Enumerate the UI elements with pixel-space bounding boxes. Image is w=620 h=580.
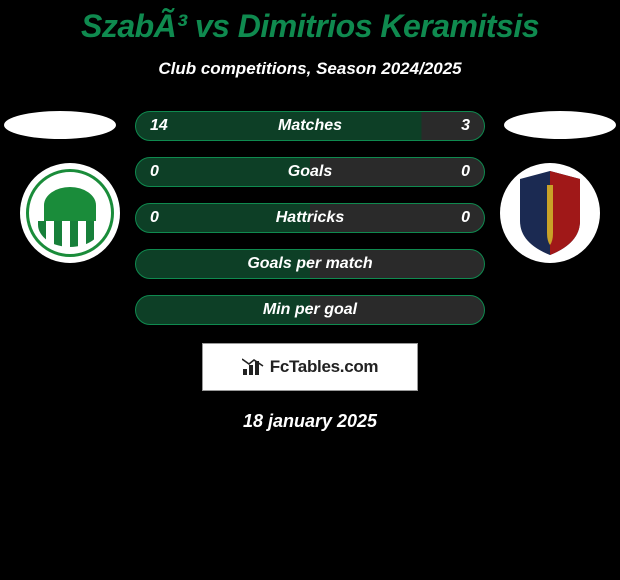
stat-label: Goals <box>136 163 484 181</box>
stat-bars: 14Matches30Goals00Hattricks0Goals per ma… <box>135 111 485 341</box>
stat-value-right: 0 <box>461 209 470 227</box>
stat-bar: Goals per match <box>135 249 485 279</box>
pedestal-left <box>4 111 116 139</box>
stat-label: Matches <box>136 117 484 135</box>
brand-watermark: FcTables.com <box>202 343 418 391</box>
brand-text: FcTables.com <box>270 357 379 377</box>
stat-label: Goals per match <box>136 255 484 273</box>
stat-value-right: 0 <box>461 163 470 181</box>
bar-chart-icon <box>242 357 264 377</box>
snapshot-date: 18 january 2025 <box>0 411 620 432</box>
stat-value-left: 14 <box>150 117 168 135</box>
stat-bar: 0Goals0 <box>135 157 485 187</box>
page-title: SzabÃ³ vs Dimitrios Keramitsis <box>0 0 620 45</box>
stat-bar: 14Matches3 <box>135 111 485 141</box>
pedestal-right <box>504 111 616 139</box>
club-badge-left <box>20 163 120 263</box>
subtitle: Club competitions, Season 2024/2025 <box>0 59 620 79</box>
stat-label: Hattricks <box>136 209 484 227</box>
stat-label: Min per goal <box>136 301 484 319</box>
stat-value-right: 3 <box>461 117 470 135</box>
stat-bar: 0Hattricks0 <box>135 203 485 233</box>
stat-bar: Min per goal <box>135 295 485 325</box>
shield-icon <box>520 171 580 255</box>
stat-value-left: 0 <box>150 209 159 227</box>
club-badge-right <box>500 163 600 263</box>
stat-value-left: 0 <box>150 163 159 181</box>
